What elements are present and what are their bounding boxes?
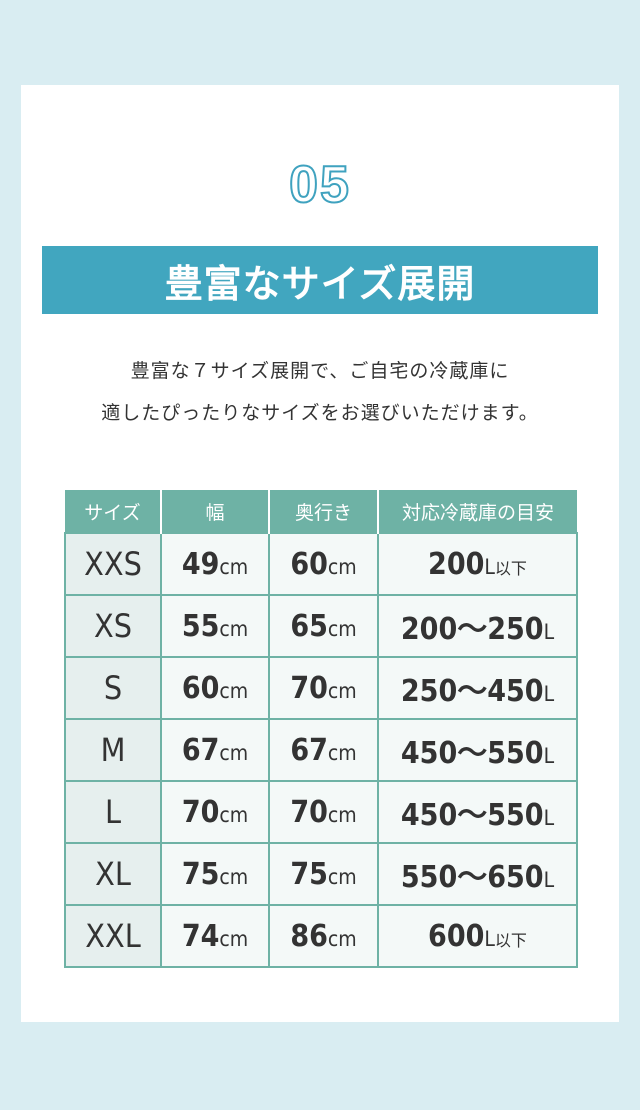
depth-value: 70 <box>290 794 328 830</box>
size-cell: XXS <box>64 532 162 596</box>
size-cell: L <box>64 780 162 844</box>
depth-value: 86 <box>290 918 328 954</box>
table-row: S 60cm 70cm 250〜450L <box>64 656 578 720</box>
size-table: サイズ 幅 奥行き 対応冷蔵庫の目安 XXS 49cm 60cm 200L以下 XS 55… <box>64 490 578 968</box>
unit: cm <box>327 926 357 951</box>
depth-value: 65 <box>290 608 328 644</box>
depth-cell: 75cm <box>268 842 379 906</box>
unit: L <box>543 806 555 830</box>
fridge-cell: 600L以下 <box>377 904 578 968</box>
unit: cm <box>219 678 249 703</box>
fridge-value: 250〜450 <box>400 674 544 709</box>
depth-value: 67 <box>290 732 328 768</box>
unit: cm <box>327 740 357 765</box>
fridge-cell: 200〜250L <box>377 594 578 658</box>
fridge-cell: 450〜550L <box>377 718 578 782</box>
depth-cell: 70cm <box>268 780 379 844</box>
fridge-value: 450〜550 <box>400 798 544 833</box>
header-size: サイズ <box>65 490 161 533</box>
width-cell: 75cm <box>160 842 270 906</box>
unit: L <box>484 926 495 951</box>
fridge-value: 600 <box>428 918 485 954</box>
width-cell: 55cm <box>160 594 270 658</box>
fridge-note: 以下 <box>494 558 527 578</box>
table-row: XL 75cm 75cm 550〜650L <box>64 842 578 906</box>
width-cell: 60cm <box>160 656 270 720</box>
fridge-cell: 250〜450L <box>377 656 578 720</box>
size-cell: XXL <box>64 904 162 968</box>
header-width: 幅 <box>160 490 269 533</box>
depth-value: 60 <box>290 546 328 582</box>
width-value: 55 <box>181 608 220 644</box>
description: 豊富な７サイズ展開で、ご自宅の冷蔵庫に 適したぴったりなサイズをお選びいただけま… <box>0 350 640 434</box>
width-cell: 67cm <box>160 718 270 782</box>
unit: L <box>543 620 555 644</box>
depth-cell: 60cm <box>268 532 379 596</box>
depth-cell: 65cm <box>268 594 379 658</box>
fridge-value: 450〜550 <box>400 736 544 771</box>
unit: cm <box>219 926 249 951</box>
fridge-value: 200〜250 <box>400 612 544 647</box>
depth-cell: 86cm <box>268 904 379 968</box>
description-line: 豊富な７サイズ展開で、ご自宅の冷蔵庫に <box>130 360 510 382</box>
depth-value: 75 <box>290 856 328 892</box>
size-cell: XS <box>64 594 162 658</box>
width-cell: 49cm <box>160 532 270 596</box>
unit: cm <box>219 802 249 827</box>
header-fridge: 対応冷蔵庫の目安 <box>377 490 577 533</box>
width-value: 75 <box>181 856 220 892</box>
unit: cm <box>219 864 249 889</box>
unit: cm <box>219 616 249 641</box>
unit: cm <box>327 554 357 579</box>
width-cell: 70cm <box>160 780 270 844</box>
table-row: XS 55cm 65cm 200〜250L <box>64 594 578 658</box>
unit: L <box>543 868 555 892</box>
depth-cell: 67cm <box>268 718 379 782</box>
depth-cell: 70cm <box>268 656 379 720</box>
unit: L <box>543 744 555 768</box>
width-value: 49 <box>181 546 220 582</box>
unit: cm <box>219 740 249 765</box>
table-row: XXS 49cm 60cm 200L以下 <box>64 532 578 596</box>
fridge-cell: 200L以下 <box>377 532 578 596</box>
width-value: 74 <box>181 918 220 954</box>
section-title: 豊富なサイズ展開 <box>42 246 598 314</box>
width-value: 60 <box>181 670 220 706</box>
fridge-cell: 550〜650L <box>377 842 578 906</box>
width-value: 70 <box>181 794 220 830</box>
width-value: 67 <box>181 732 220 768</box>
depth-value: 70 <box>290 670 328 706</box>
table-header-row: サイズ 幅 奥行き 対応冷蔵庫の目安 <box>65 490 577 533</box>
size-cell: XL <box>64 842 162 906</box>
table-row: L 70cm 70cm 450〜550L <box>64 780 578 844</box>
fridge-value: 200 <box>428 546 485 582</box>
unit: L <box>484 554 495 579</box>
unit: cm <box>327 802 357 827</box>
size-cell: S <box>64 656 162 720</box>
fridge-value: 550〜650 <box>400 860 544 895</box>
section-number: 05 <box>288 155 351 215</box>
width-cell: 74cm <box>160 904 270 968</box>
header-depth: 奥行き <box>268 490 378 533</box>
description-line: 適したぴったりなサイズをお選びいただけます。 <box>101 402 539 424</box>
unit: L <box>543 682 555 706</box>
table-row: XXL 74cm 86cm 600L以下 <box>64 904 578 968</box>
unit: cm <box>327 616 357 641</box>
unit: cm <box>327 864 357 889</box>
unit: cm <box>219 554 249 579</box>
size-cell: M <box>64 718 162 782</box>
fridge-cell: 450〜550L <box>377 780 578 844</box>
unit: cm <box>327 678 357 703</box>
fridge-note: 以下 <box>494 930 527 950</box>
table-row: M 67cm 67cm 450〜550L <box>64 718 578 782</box>
